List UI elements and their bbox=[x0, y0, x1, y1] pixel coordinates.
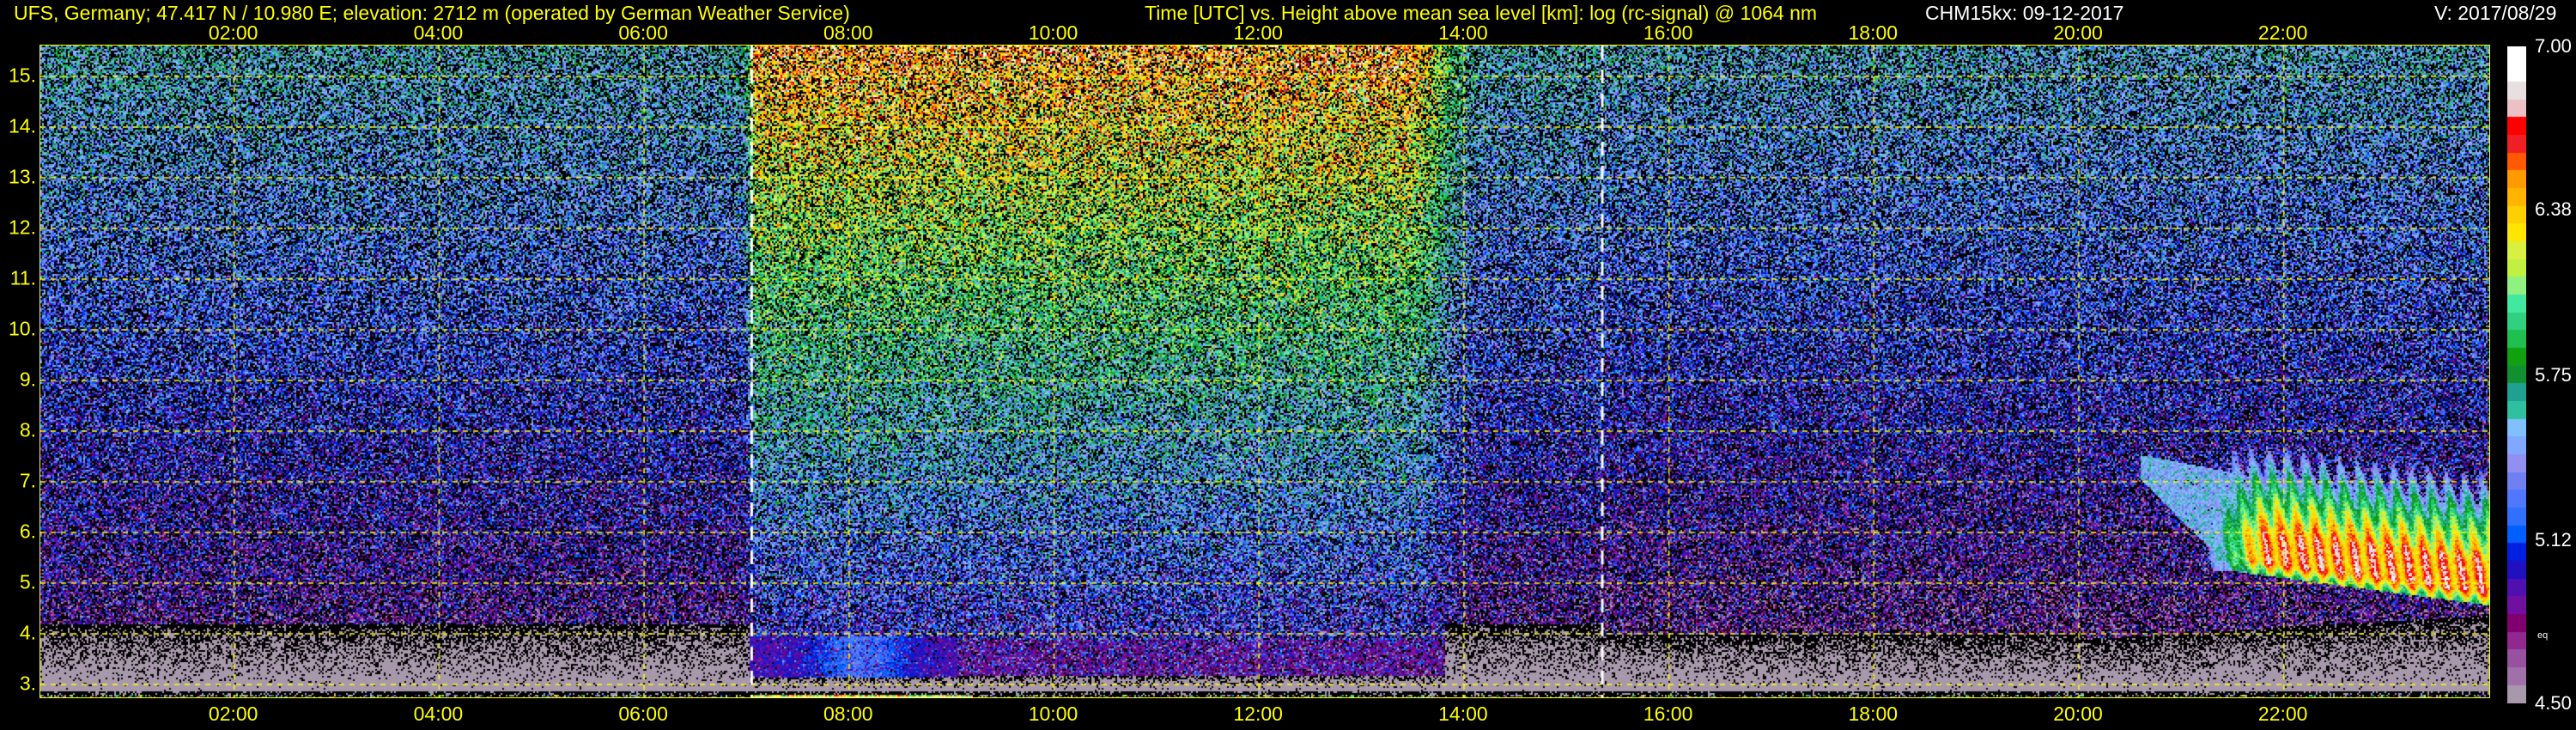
time-tick-label: 08:00 bbox=[823, 21, 873, 44]
height-tick-label: 10. bbox=[9, 317, 36, 340]
time-tick-label: 18:00 bbox=[1848, 21, 1899, 44]
version-label: V: 2017/08/29 bbox=[2434, 2, 2557, 24]
colorbar-tick-label: 7.00 bbox=[2535, 35, 2572, 57]
time-tick-label: 10:00 bbox=[1028, 703, 1078, 725]
time-tick-label: 14:00 bbox=[1438, 703, 1488, 725]
time-tick-label: 02:00 bbox=[208, 703, 258, 725]
instrument-date: CHM15kx: 09-12-2017 bbox=[1925, 2, 2124, 24]
height-tick-label: 5. bbox=[19, 570, 36, 593]
colorbar-note: eq bbox=[2537, 630, 2549, 641]
height-tick-label: 4. bbox=[19, 621, 36, 644]
colorbar-tick-label: 6.38 bbox=[2535, 198, 2572, 220]
time-tick-label: 12:00 bbox=[1233, 21, 1283, 44]
time-tick-label: 16:00 bbox=[1643, 21, 1693, 44]
colorbar-tick-label: 5.75 bbox=[2535, 363, 2572, 386]
station-info: UFS, Germany; 47.417 N / 10.980 E; eleva… bbox=[14, 2, 850, 24]
time-tick-label: 20:00 bbox=[2053, 21, 2103, 44]
height-tick-label: 9. bbox=[19, 368, 36, 391]
time-tick-label: 16:00 bbox=[1643, 703, 1693, 725]
height-tick-label: 8. bbox=[19, 418, 36, 441]
colorbar-tick-label: 5.12 bbox=[2535, 529, 2572, 551]
height-tick-label: 12. bbox=[9, 216, 36, 239]
time-tick-label: 04:00 bbox=[413, 21, 464, 44]
time-tick-label: 22:00 bbox=[2257, 21, 2308, 44]
time-tick-label: 10:00 bbox=[1028, 21, 1078, 44]
height-tick-label: 15. bbox=[9, 64, 36, 87]
height-tick-label: 7. bbox=[19, 469, 36, 492]
time-tick-label: 22:00 bbox=[2257, 703, 2308, 725]
height-tick-label: 3. bbox=[19, 672, 36, 695]
colorbar-tick-label: 4.50 bbox=[2535, 692, 2572, 714]
colorbar bbox=[2507, 46, 2526, 703]
height-tick-label: 13. bbox=[9, 165, 36, 188]
height-tick-label: 11. bbox=[9, 266, 36, 289]
time-tick-label: 18:00 bbox=[1848, 703, 1899, 725]
time-tick-label: 14:00 bbox=[1438, 21, 1488, 44]
time-tick-label: 20:00 bbox=[2053, 703, 2103, 725]
time-tick-label: 12:00 bbox=[1233, 703, 1283, 725]
time-tick-label: 04:00 bbox=[413, 703, 464, 725]
height-tick-label: 14. bbox=[9, 114, 36, 137]
axes-title: Time [UTC] vs. Height above mean sea lev… bbox=[1145, 2, 1818, 24]
time-tick-label: 02:00 bbox=[208, 21, 258, 44]
time-tick-label: 06:00 bbox=[618, 21, 668, 44]
height-tick-label: 6. bbox=[19, 520, 36, 543]
backscatter-heatmap bbox=[39, 45, 2490, 698]
time-tick-label: 06:00 bbox=[618, 703, 668, 725]
time-tick-label: 08:00 bbox=[823, 703, 873, 725]
